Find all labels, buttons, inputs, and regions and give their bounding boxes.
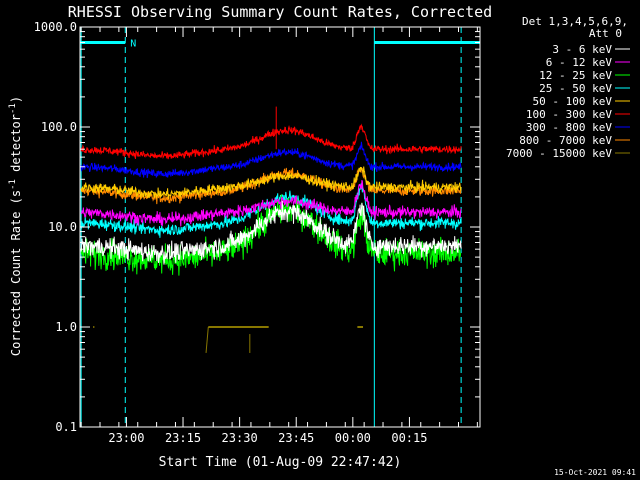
chart-title: RHESSI Observing Summary Count Rates, Co…: [68, 3, 492, 21]
series-line: [80, 166, 462, 200]
y-tick-label: 100.0: [41, 120, 77, 134]
high-energy-layer: [93, 326, 364, 354]
legend-header-line-2: Att 0: [589, 27, 622, 40]
x-tick-label: 23:45: [278, 431, 314, 445]
x-tick-label: 00:00: [335, 431, 371, 445]
y-tick-label: 0.1: [55, 420, 77, 434]
footer-date: 15-Oct-2021 09:41: [554, 468, 636, 477]
x-tick-label: 00:15: [391, 431, 427, 445]
high-energy-drop: [205, 326, 209, 354]
series-line: [80, 200, 462, 265]
x-tick-label: 23:30: [222, 431, 258, 445]
night-interval-label: N: [130, 38, 136, 49]
series-line: [80, 194, 462, 276]
y-tick-label: 10.0: [48, 220, 77, 234]
y-axis-label: Corrected Count Rate (s-1 detector-1): [8, 96, 23, 356]
legend-entry-label: 12 - 25 keV: [539, 69, 612, 82]
series-line: [80, 123, 462, 160]
legend-entry-label: 6 - 12 keV: [546, 56, 613, 69]
x-tick-label: 23:15: [165, 431, 201, 445]
y-axis: 1000.0 100.0 10.0 1.0 0.1: [34, 20, 480, 434]
y-tick-label: 1000.0: [34, 20, 77, 34]
y-tick-label: 1.0: [55, 320, 77, 334]
series-line: [80, 179, 462, 227]
series-line: [80, 141, 462, 179]
legend-header-line-1: Det 1,3,4,5,6,9,: [522, 15, 628, 28]
x-axis-label: Start Time (01-Aug-09 22:47:42): [159, 455, 402, 470]
legend-entry-label: 3 - 6 keV: [552, 43, 612, 56]
legend-entry-label: 25 - 50 keV: [539, 82, 612, 95]
x-tick-label: 23:00: [108, 431, 144, 445]
legend-entry-label: 300 - 800 keV: [526, 121, 612, 134]
legend-entry-label: 7000 - 15000 keV: [506, 147, 612, 160]
x-axis: 23:00 23:15 23:30 23:45 00:00 00:15: [80, 27, 478, 445]
legend-entry-label: 100 - 300 keV: [526, 108, 612, 121]
legend-entry-label: 50 - 100 keV: [533, 95, 613, 108]
intervals-layer: N: [80, 38, 480, 49]
legend-entry-label: 800 - 7000 keV: [519, 134, 612, 147]
series-layer: [80, 106, 462, 276]
